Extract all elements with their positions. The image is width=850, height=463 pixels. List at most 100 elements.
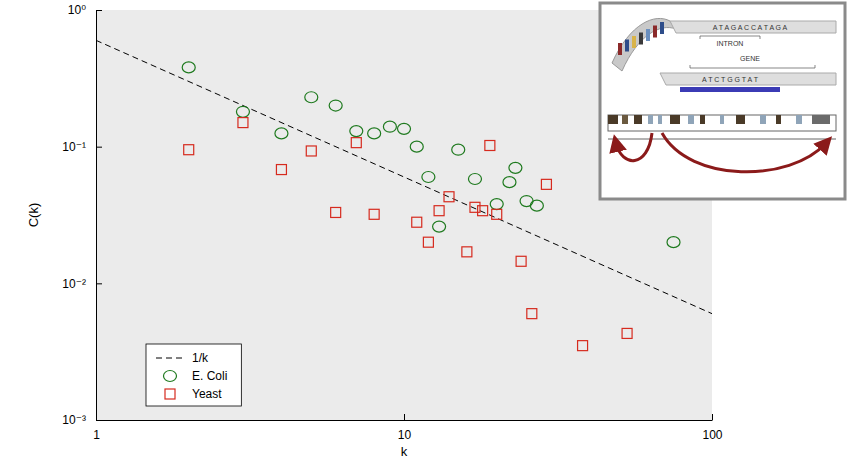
data-point (383, 121, 396, 132)
legend-symbol (165, 389, 175, 399)
y-tick-mark (96, 10, 102, 11)
y-tick: 10⁻² (62, 277, 102, 291)
y-axis-line (96, 11, 97, 421)
arrow (616, 133, 652, 161)
inset-frame (600, 3, 845, 199)
data-point (275, 128, 288, 139)
data-point (433, 221, 446, 232)
y-tick-label: 10⁻² (62, 277, 86, 291)
helix (612, 18, 676, 71)
helix-base (639, 33, 643, 45)
chart: 11010010⁻³10⁻²10⁻¹10⁰kC(k)1/kE. ColiYeas… (0, 0, 850, 463)
data-point (520, 196, 533, 207)
y-tick-label: 10⁰ (68, 3, 86, 17)
inset-label: A T C T G G T A T (702, 76, 759, 83)
inset-label: A T A G A C C A T A G A (713, 24, 788, 31)
y-tick: 10⁻¹ (62, 140, 102, 154)
legend-label: 1/k (192, 351, 209, 365)
y-tick: 10⁰ (68, 3, 102, 17)
data-point (485, 140, 495, 150)
data-point (434, 206, 444, 216)
helix-base (625, 40, 629, 52)
x-tick: 100 (702, 414, 722, 442)
data-point (369, 209, 379, 219)
data-point (276, 165, 286, 175)
data-point (503, 177, 516, 188)
data-point (462, 247, 472, 257)
strip-segment (760, 115, 766, 124)
y-tick-mark (96, 147, 102, 148)
strip-segment (720, 115, 724, 124)
strip-segment (700, 115, 705, 124)
data-point (509, 162, 522, 173)
strip (608, 115, 836, 131)
legend-symbol (156, 358, 184, 359)
x-tick-label: 1 (93, 428, 100, 442)
helix-base (653, 26, 657, 38)
y-tick-mark (96, 420, 102, 421)
data-point (423, 237, 433, 247)
x-tick-label: 100 (702, 428, 722, 442)
data-point (306, 146, 316, 156)
inset-label: INTRON (717, 40, 744, 47)
helix-base (660, 22, 664, 34)
y-tick-label: 10⁻³ (62, 413, 86, 427)
data-point (368, 128, 381, 139)
data-point (412, 217, 422, 227)
strip-segment (648, 115, 653, 124)
data-point (468, 173, 481, 184)
strip-segment (608, 115, 618, 124)
legend-symbol (164, 371, 177, 382)
strip-segment (670, 115, 680, 124)
data-point (410, 141, 423, 152)
helix-base (632, 36, 636, 48)
y-tick-mark (96, 283, 102, 284)
inset-label: GENE (740, 55, 760, 62)
legend: 1/kE. ColiYeast (146, 344, 241, 406)
data-point (350, 126, 363, 137)
y-tick-label: 10⁻¹ (62, 140, 86, 154)
series-points (184, 118, 632, 351)
inset: A T A G A C C A T A G A INTRON GENE A T C T… (600, 3, 845, 199)
data-point (182, 62, 195, 73)
strand (670, 21, 836, 33)
strip-segment (658, 115, 662, 124)
data-point (184, 145, 194, 155)
strand (660, 73, 836, 85)
strip-segment (812, 115, 830, 124)
bracket (700, 36, 760, 39)
strip-segment (688, 115, 694, 124)
data-point (578, 341, 588, 351)
helix-base (646, 29, 650, 41)
data-point (305, 92, 318, 103)
data-point (329, 100, 342, 111)
data-point (622, 328, 632, 338)
x-tick-mark (712, 414, 713, 420)
arrow (662, 133, 826, 172)
y-axis-title: C(k) (26, 203, 41, 228)
data-point (331, 207, 341, 217)
strip-segment (736, 115, 745, 124)
strip-line (608, 139, 836, 140)
data-point (541, 179, 551, 189)
gene-bar (680, 87, 780, 92)
data-point (398, 123, 411, 134)
data-point (470, 202, 480, 212)
data-point (238, 118, 248, 128)
data-point (490, 199, 503, 210)
x-tick-label: 10 (398, 428, 412, 442)
helix-base (618, 43, 622, 55)
data-point (527, 309, 537, 319)
x-tick: 10 (398, 414, 412, 442)
bracket (690, 65, 815, 68)
data-point (236, 106, 249, 117)
data-point (452, 144, 465, 155)
strip-segment (796, 115, 802, 124)
legend-box (146, 344, 241, 406)
legend-label: Yeast (192, 387, 222, 401)
strip-segment (776, 115, 781, 124)
data-point (530, 200, 543, 211)
strip-segment (622, 115, 628, 124)
data-point (478, 206, 488, 216)
x-axis-line (97, 420, 713, 421)
